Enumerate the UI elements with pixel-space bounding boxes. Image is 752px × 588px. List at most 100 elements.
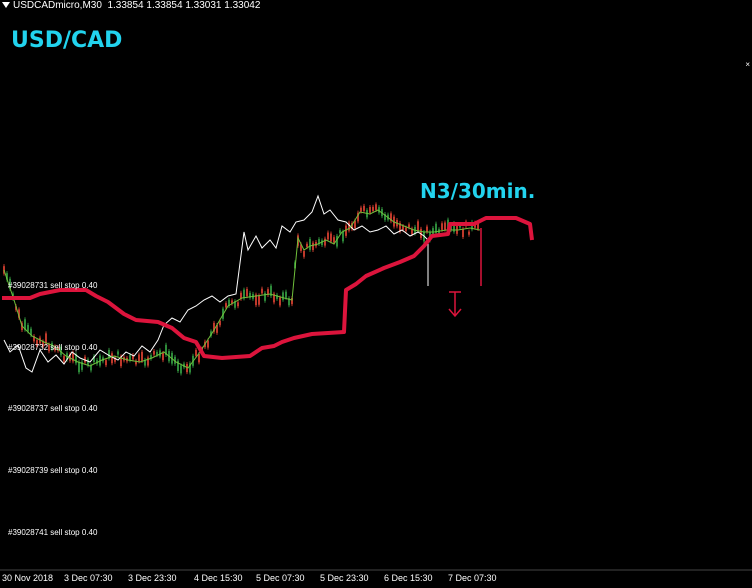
- candle-body: [141, 351, 143, 361]
- candle-body: [351, 223, 353, 230]
- candle-body: [189, 363, 191, 373]
- candle-body: [372, 206, 374, 212]
- x-tick-label: 30 Nov 2018: [2, 573, 54, 583]
- candle-body: [339, 230, 341, 234]
- candle-body: [75, 354, 77, 364]
- candle-body: [63, 356, 65, 362]
- candle-body: [462, 228, 464, 237]
- candle-body: [165, 344, 167, 355]
- candle-body: [342, 231, 344, 242]
- candle-body: [354, 220, 356, 229]
- candle-body: [81, 361, 83, 370]
- candle-body: [324, 238, 326, 246]
- candle-body: [456, 224, 458, 234]
- candle-body: [93, 356, 95, 363]
- x-tick-label: 3 Dec 07:30: [64, 573, 113, 583]
- x-tick-label: 5 Dec 07:30: [256, 573, 305, 583]
- candle-body: [213, 322, 215, 332]
- candle-body: [42, 341, 44, 348]
- x-tick-label: 3 Dec 23:30: [128, 573, 177, 583]
- candle-body: [27, 324, 29, 332]
- candle-body: [240, 292, 242, 299]
- candle-body: [255, 294, 257, 306]
- candle-body: [312, 242, 314, 251]
- candle-body: [60, 346, 62, 356]
- candle-body: [174, 356, 176, 364]
- candle-body: [156, 351, 158, 356]
- order-label[interactable]: #39028741 sell stop 0.40: [8, 528, 98, 537]
- candle-body: [267, 289, 269, 295]
- candle-body: [117, 351, 119, 355]
- candle-body: [129, 354, 131, 361]
- order-label[interactable]: #39028739 sell stop 0.40: [8, 466, 98, 475]
- candle-body: [309, 239, 311, 250]
- candle-body: [36, 340, 38, 347]
- candle-body: [336, 235, 338, 247]
- candle-body: [177, 360, 179, 372]
- candle-body: [78, 361, 80, 373]
- candle-body: [54, 346, 56, 351]
- candle-body: [279, 297, 281, 306]
- candle-body: [105, 360, 107, 366]
- order-label[interactable]: #39028732 sell stop 0.40: [8, 343, 98, 352]
- candle-body: [303, 251, 305, 257]
- candle-body: [417, 221, 419, 231]
- candle-body: [288, 298, 290, 306]
- candle-body: [306, 243, 308, 248]
- candle-body: [261, 288, 263, 294]
- x-tick-label: 5 Dec 23:30: [320, 573, 369, 583]
- trend-line: [2, 216, 534, 360]
- candle-body: [153, 351, 155, 355]
- x-tick-label: 6 Dec 15:30: [384, 573, 433, 583]
- candle-body: [51, 343, 53, 350]
- candle-body: [405, 227, 407, 232]
- sell-arrow-icon: [448, 291, 462, 318]
- candle-body: [216, 325, 218, 333]
- candle-body: [363, 205, 365, 211]
- candle-body: [147, 357, 149, 366]
- candle-body: [243, 289, 245, 299]
- candle-body: [357, 212, 359, 222]
- candle-body: [444, 222, 446, 230]
- candle-body: [90, 365, 92, 371]
- candle-body: [195, 349, 197, 356]
- candle-body: [264, 293, 266, 301]
- candle-body: [246, 288, 248, 297]
- candle-body: [345, 225, 347, 236]
- candle-body: [183, 363, 185, 368]
- candle-body: [234, 301, 236, 308]
- candle-body: [138, 354, 140, 362]
- candle-body: [360, 207, 362, 212]
- candle-body: [144, 359, 146, 366]
- signal-line: [3, 209, 481, 369]
- order-label[interactable]: #39028731 sell stop 0.40: [8, 281, 98, 290]
- candle-body: [468, 231, 470, 235]
- candle-body: [435, 223, 437, 234]
- close-icon[interactable]: ×: [745, 60, 750, 69]
- candle-body: [30, 328, 32, 336]
- candle-body: [390, 213, 392, 222]
- candle-body: [384, 214, 386, 220]
- timeframe-annotation: N3/30min.: [420, 179, 536, 203]
- candle-body: [402, 225, 404, 230]
- candle-body: [477, 222, 479, 230]
- symbol-info: USDCADmicro,M30: [13, 0, 102, 11]
- candle-body: [24, 319, 26, 330]
- candle-body: [159, 350, 161, 357]
- candle-body: [459, 224, 461, 228]
- candle-body: [111, 353, 113, 364]
- candle-body: [318, 239, 320, 245]
- candle-body: [300, 244, 302, 251]
- candle-body: [375, 204, 377, 210]
- candle-body: [180, 365, 182, 374]
- candle-body: [399, 222, 401, 232]
- candle-body: [48, 344, 50, 352]
- symbol-label: USD/CAD: [11, 28, 123, 53]
- candle-body: [321, 240, 323, 246]
- candle-body: [432, 228, 434, 235]
- candle-body: [426, 226, 428, 232]
- candle-body: [369, 206, 371, 213]
- order-label[interactable]: #39028737 sell stop 0.40: [8, 404, 98, 413]
- candle-body: [225, 303, 227, 308]
